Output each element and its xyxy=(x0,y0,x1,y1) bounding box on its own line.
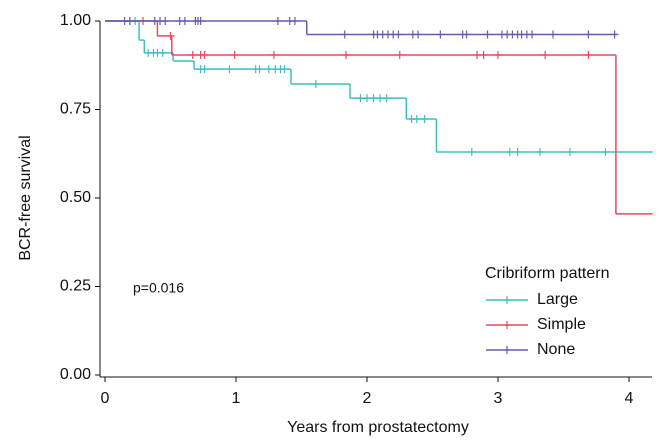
y-tick-label: 0.25 xyxy=(60,278,91,295)
censor-mark xyxy=(395,50,404,59)
annotation: p=0.016 xyxy=(133,280,184,296)
censor-mark xyxy=(610,30,619,39)
censor-mark xyxy=(420,115,429,124)
legend-title: Cribriform pattern xyxy=(485,265,609,282)
censor-mark xyxy=(436,30,445,39)
x-tick-label: 3 xyxy=(494,390,503,407)
x-tick-label: 2 xyxy=(363,390,372,407)
censor-mark xyxy=(494,50,502,59)
legend-label: Large xyxy=(537,291,578,308)
censor-mark xyxy=(340,30,349,39)
legend-symbol xyxy=(503,296,511,304)
censor-mark xyxy=(166,31,175,40)
censor-mark xyxy=(566,147,575,156)
censor-mark xyxy=(541,50,550,59)
censor-mark xyxy=(196,17,205,25)
censor-mark xyxy=(584,50,593,59)
censor-mark xyxy=(483,30,492,39)
censor-mark xyxy=(584,30,593,39)
x-axis-label: Years from prostatectomy xyxy=(287,419,469,436)
censor-mark xyxy=(528,30,537,39)
legend-symbol xyxy=(503,346,511,354)
legend-symbol xyxy=(503,321,511,329)
censor-mark xyxy=(549,30,558,39)
censor-mark xyxy=(601,147,610,156)
y-tick-label: 0.75 xyxy=(60,101,91,118)
censor-mark xyxy=(273,17,282,25)
censor-mark xyxy=(414,30,423,39)
censor-mark xyxy=(180,17,189,25)
censor-mark xyxy=(462,30,471,39)
y-axis-label: BCR-free survival xyxy=(17,135,34,260)
censor-mark xyxy=(230,50,239,59)
censor-mark xyxy=(225,65,234,74)
y-tick-label: 1.00 xyxy=(60,12,91,29)
y-tick-label: 0.00 xyxy=(60,366,91,383)
x-tick-label: 0 xyxy=(101,390,110,407)
censor-mark xyxy=(280,65,289,74)
censor-mark xyxy=(200,50,209,59)
censor-mark xyxy=(125,17,134,25)
censor-mark xyxy=(394,30,403,39)
x-tick-label: 4 xyxy=(625,390,634,407)
censor-mark xyxy=(342,50,351,59)
censor-mark xyxy=(188,50,197,59)
censor-mark xyxy=(412,115,421,124)
legend-label: Simple xyxy=(537,316,586,333)
censor-mark xyxy=(311,80,320,89)
censor-mark xyxy=(200,65,209,74)
legend-label: None xyxy=(537,341,575,358)
censor-mark xyxy=(290,17,299,25)
y-tick-label: 0.50 xyxy=(60,189,91,206)
censor-mark xyxy=(479,50,488,59)
censor-mark xyxy=(535,147,544,156)
censor-mark xyxy=(161,17,170,25)
censor-mark xyxy=(382,94,391,103)
censor-mark xyxy=(513,147,522,156)
censor-mark xyxy=(158,48,167,57)
censor-mark xyxy=(255,65,264,74)
x-tick-label: 1 xyxy=(232,390,241,407)
censor-mark xyxy=(505,147,514,156)
censor-mark xyxy=(269,50,278,59)
censor-mark xyxy=(467,147,476,156)
